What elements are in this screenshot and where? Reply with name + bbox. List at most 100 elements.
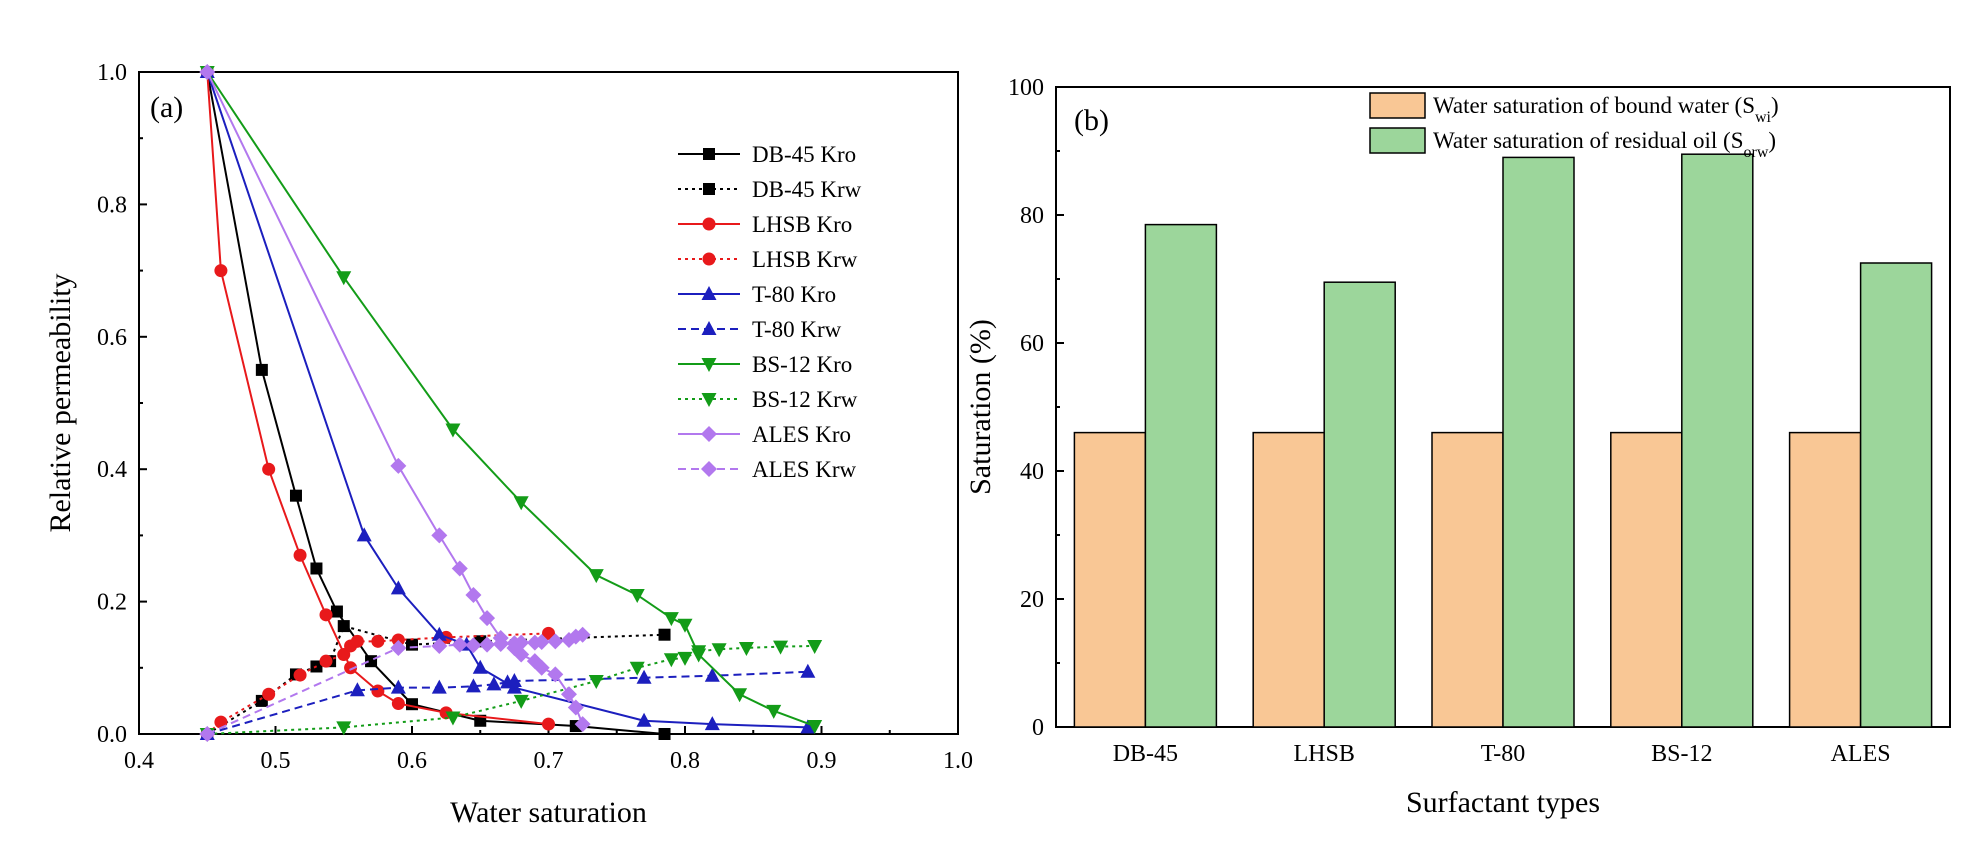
data-point	[344, 661, 358, 675]
data-point	[513, 634, 530, 651]
data-point	[677, 618, 693, 633]
data-point	[319, 608, 333, 622]
data-point	[629, 661, 645, 676]
legend-marker	[703, 183, 715, 195]
bar-lhsb-bound-water	[1252, 431, 1325, 728]
data-point	[691, 645, 707, 660]
data-point	[574, 716, 591, 733]
x-tick-label: T-80	[1481, 741, 1525, 767]
legend-marker	[701, 461, 717, 477]
x-tick-label: ALES	[1831, 741, 1891, 767]
legend-label-name: Water saturation of bound water	[1433, 93, 1729, 118]
data-point	[293, 668, 307, 682]
panel-a-line-chart: 0.4 0.5 0.6 0.7 0.8 0.9 1.0 0.0 0.2 0.4 0.6 0.8 1.0 W…	[44, 60, 973, 829]
data-point	[293, 548, 307, 562]
legend-label-symbol: S	[1742, 93, 1755, 118]
data-point	[547, 633, 564, 650]
data-point	[310, 562, 323, 575]
y-tick-label: 0	[1032, 715, 1044, 741]
data-point	[629, 588, 645, 603]
data-point	[732, 688, 748, 703]
data-point	[800, 663, 816, 678]
data-point	[704, 667, 720, 682]
x-tick-label: 0.8	[670, 748, 700, 774]
bar-t-80-bound-water	[1431, 431, 1504, 728]
data-point	[704, 716, 720, 731]
bar-bs-12-bound-water	[1610, 431, 1683, 728]
y-tick-label: 0.8	[97, 192, 127, 218]
legend-marker	[701, 393, 717, 407]
data-point	[588, 569, 604, 584]
legend-label-subscript: wi	[1755, 109, 1772, 126]
data-point	[371, 684, 385, 698]
data-point	[513, 646, 530, 663]
data-point	[445, 711, 461, 726]
data-point	[431, 679, 447, 694]
x-axis-title: Water saturation	[450, 796, 647, 829]
legend-marker	[701, 286, 717, 300]
data-point	[465, 678, 481, 693]
legend-label: LHSB Krw	[752, 247, 858, 272]
legend-label: ALES Kro	[752, 422, 851, 447]
data-point	[588, 675, 604, 690]
legend-label-symbol: S	[1731, 128, 1744, 153]
bar-db-45-bound-water	[1073, 431, 1147, 728]
data-point	[289, 489, 302, 502]
data-point	[390, 639, 407, 656]
data-point	[214, 264, 228, 278]
data-point	[472, 659, 488, 674]
legend-label-name: Water saturation of residual oil	[1433, 128, 1717, 153]
legend-label: ALES Krw	[752, 457, 857, 482]
data-point	[336, 271, 352, 286]
x-tick-label: BS-12	[1651, 741, 1712, 767]
data-point	[199, 64, 216, 80]
data-point	[371, 634, 385, 648]
data-point	[486, 676, 502, 691]
data-point	[773, 640, 789, 655]
data-point	[711, 643, 727, 658]
data-point	[390, 580, 406, 595]
data-point	[738, 641, 754, 656]
bar-lhsb-residual-oil	[1323, 281, 1396, 728]
panel-label: (b)	[1074, 104, 1109, 137]
data-point	[533, 659, 550, 676]
legend-label: LHSB Kro	[752, 212, 852, 237]
data-point	[658, 728, 671, 740]
data-point	[356, 527, 372, 542]
data-point	[445, 423, 461, 438]
series-line-lhsb-krw	[206, 632, 549, 735]
y-tick-label: 80	[1020, 203, 1044, 229]
legend-marker	[702, 252, 716, 266]
y-tick-label: 60	[1020, 331, 1044, 357]
y-tick-label: 0.0	[97, 722, 127, 748]
x-tick-label: 1.0	[943, 748, 973, 774]
legend-swatch	[1369, 127, 1426, 154]
data-point	[560, 686, 577, 703]
bar-t-80-residual-oil	[1502, 156, 1575, 728]
legend-label: T-80 Krw	[752, 317, 842, 342]
data-point	[406, 698, 418, 711]
data-point	[262, 687, 276, 701]
data-point	[807, 639, 823, 654]
data-point	[451, 636, 468, 653]
legend-label-paren: )	[1768, 128, 1776, 153]
data-point	[542, 717, 555, 731]
data-point	[479, 636, 496, 653]
y-axis-title: Saturation (%)	[964, 319, 997, 495]
data-point	[800, 719, 816, 734]
data-point	[465, 637, 482, 654]
data-point	[677, 651, 693, 666]
legend-label: Water saturation of residual oil (Sorw)	[1433, 128, 1776, 161]
bar-db-45-residual-oil	[1144, 223, 1218, 728]
x-tick-label: 0.9	[807, 748, 837, 774]
data-point	[390, 679, 406, 694]
data-point	[766, 704, 782, 719]
y-tick-label: 20	[1020, 587, 1044, 613]
legend-marker	[701, 426, 717, 442]
x-tick-label: 0.7	[534, 748, 564, 774]
data-point	[492, 635, 509, 652]
data-point	[506, 673, 522, 688]
y-tick-label: 100	[1008, 75, 1044, 101]
data-point	[199, 726, 216, 742]
